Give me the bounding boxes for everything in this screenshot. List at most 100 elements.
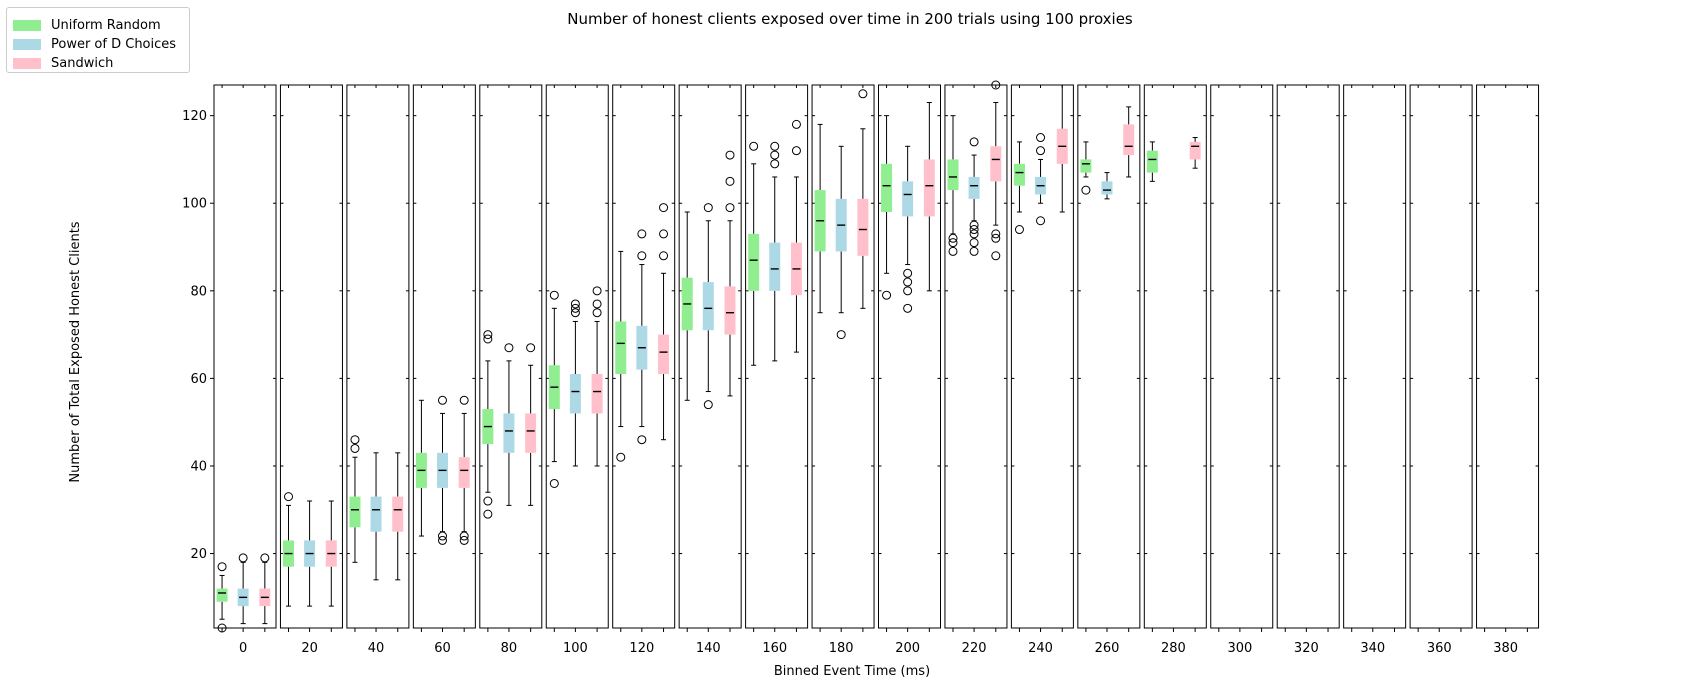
box-power-of-d-choices xyxy=(1101,172,1113,200)
outlier-point xyxy=(770,150,780,160)
panel: 180 xyxy=(811,84,875,656)
y-tick-label: 20 xyxy=(190,547,207,562)
x-tick-label: 120 xyxy=(629,641,654,656)
box-body xyxy=(724,286,736,335)
box-power-of-d-choices xyxy=(436,395,448,545)
chart-title: Number of honest clients exposed over ti… xyxy=(567,10,1133,28)
outlier-point xyxy=(791,119,801,129)
box-body xyxy=(990,146,1002,182)
box-uniform-random xyxy=(1080,141,1092,195)
panel: 360 xyxy=(1409,84,1473,656)
x-tick-label: 340 xyxy=(1360,641,1385,656)
outlier-point xyxy=(350,435,360,445)
outlier-point xyxy=(858,89,868,99)
x-tick-label: 100 xyxy=(563,641,588,656)
box-sandwich xyxy=(591,286,603,467)
outlier-point xyxy=(1036,133,1046,143)
box-sandwich xyxy=(325,500,337,607)
outlier-point xyxy=(637,435,647,445)
outlier-point xyxy=(882,290,892,300)
outlier-point xyxy=(238,553,248,563)
outlier-point xyxy=(991,251,1001,261)
y-axis-label: Number of Total Exposed Honest Clients xyxy=(68,221,83,482)
box-body xyxy=(968,176,980,199)
panel: 220 xyxy=(944,80,1008,656)
box-body xyxy=(1080,159,1092,173)
panel-frame xyxy=(1077,84,1141,629)
box-sandwich xyxy=(923,102,935,292)
box-body xyxy=(947,159,959,191)
legend-swatch-2 xyxy=(13,57,41,69)
y-tick-label: 100 xyxy=(182,197,207,212)
box-sandwich xyxy=(259,553,271,625)
outlier-point xyxy=(836,330,846,340)
box-uniform-random xyxy=(615,250,627,462)
outlier-point xyxy=(903,286,913,296)
panel-frame xyxy=(1343,84,1407,629)
panel-frame xyxy=(1210,84,1274,629)
panel-frame xyxy=(1476,84,1540,629)
outlier-point xyxy=(570,303,580,313)
box-body xyxy=(615,321,627,375)
box-body xyxy=(1101,181,1113,195)
legend-item-2: Sandwich xyxy=(13,54,113,72)
box-uniform-random xyxy=(216,562,228,633)
box-power-of-d-choices xyxy=(569,299,581,467)
legend-swatch-1 xyxy=(13,38,41,50)
outlier-point xyxy=(217,562,227,572)
outlier-point xyxy=(969,229,979,239)
legend-label-0: Uniform Random xyxy=(51,17,161,33)
x-tick-label: 40 xyxy=(368,641,385,656)
outlier-point xyxy=(969,238,979,248)
x-tick-label: 360 xyxy=(1427,641,1452,656)
x-tick-label: 220 xyxy=(962,641,987,656)
panel: 80 xyxy=(479,84,543,656)
box-sandwich xyxy=(392,452,404,581)
outlier-point xyxy=(659,251,669,261)
box-uniform-random xyxy=(1013,141,1025,235)
box-body xyxy=(392,496,404,532)
panel: 240 xyxy=(1010,84,1074,656)
box-uniform-random xyxy=(947,115,959,256)
x-tick-label: 80 xyxy=(501,641,518,656)
outlier-point xyxy=(903,268,913,278)
panel: 320 xyxy=(1276,84,1340,656)
box-uniform-random xyxy=(1146,141,1158,182)
outlier-point xyxy=(350,443,360,453)
panel-frame xyxy=(279,84,343,629)
outlier-point xyxy=(1036,146,1046,156)
panel: 300 xyxy=(1210,84,1274,656)
outlier-point xyxy=(969,246,979,256)
box-sandwich xyxy=(525,343,537,506)
panel: 0 xyxy=(213,84,277,656)
panel-frame xyxy=(1143,84,1207,629)
outlier-point xyxy=(570,308,580,318)
legend-label-1: Power of D Choices xyxy=(51,36,177,52)
x-axis-label: Binned Event Time (ms) xyxy=(774,664,930,679)
x-tick-label: 240 xyxy=(1028,641,1053,656)
outlier-point xyxy=(592,299,602,309)
box-body xyxy=(503,413,515,453)
y-tick-label: 80 xyxy=(190,284,207,299)
outlier-point xyxy=(991,229,1001,239)
outlier-point xyxy=(616,452,626,462)
panel-frame xyxy=(612,84,676,629)
panel: 280 xyxy=(1143,84,1207,656)
legend-swatch-0 xyxy=(13,19,41,31)
box-sandwich xyxy=(724,150,736,397)
outlier-point xyxy=(459,535,469,545)
x-tick-label: 0 xyxy=(239,641,247,656)
legend: Uniform Random Power of D Choices Sandwi… xyxy=(6,7,190,73)
x-tick-label: 300 xyxy=(1227,641,1252,656)
panel: 380 xyxy=(1476,84,1540,656)
panel: 340 xyxy=(1343,84,1407,656)
x-tick-label: 380 xyxy=(1493,641,1518,656)
outlier-point xyxy=(437,531,447,541)
box-body xyxy=(1146,150,1158,173)
box-uniform-random xyxy=(548,290,560,488)
outlier-point xyxy=(483,334,493,344)
box-power-of-d-choices xyxy=(1035,133,1047,226)
outlier-point xyxy=(770,141,780,151)
panel: 200 xyxy=(878,84,941,656)
x-tick-label: 160 xyxy=(762,641,787,656)
